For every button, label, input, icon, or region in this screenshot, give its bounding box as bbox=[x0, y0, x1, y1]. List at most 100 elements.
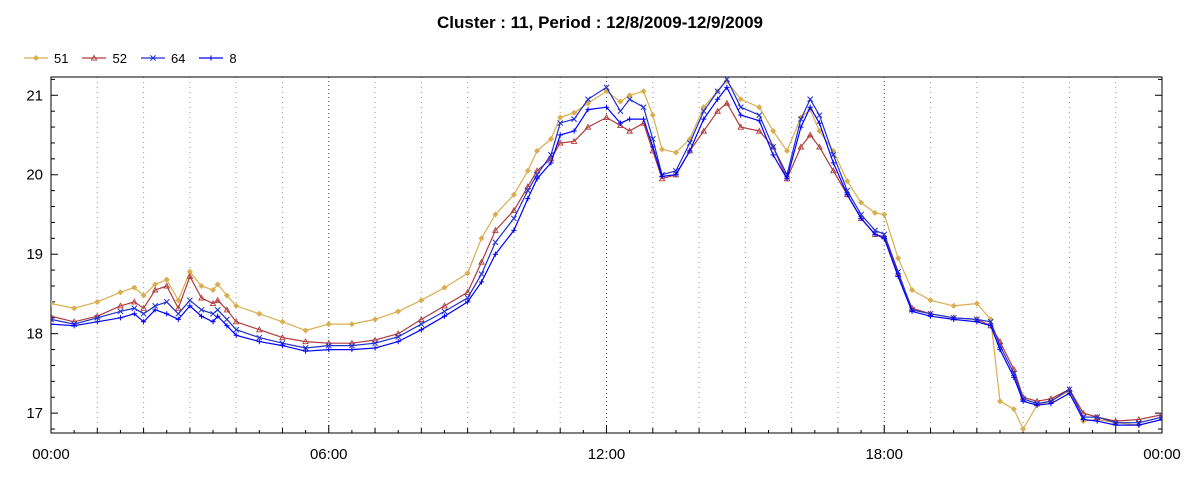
series-64-point bbox=[557, 120, 564, 127]
series-51-point bbox=[348, 321, 355, 328]
series-64-point bbox=[881, 231, 888, 238]
series-51 bbox=[51, 77, 1162, 433]
legend-item-52: 52 bbox=[82, 51, 127, 66]
series-52-point bbox=[533, 167, 541, 174]
series-51-point bbox=[672, 149, 679, 156]
series-64-point bbox=[626, 96, 633, 103]
series-8-point bbox=[617, 120, 623, 126]
series-52-point bbox=[603, 114, 610, 121]
series-52-point bbox=[556, 139, 564, 146]
series-64-point bbox=[640, 104, 647, 111]
series-52-point bbox=[163, 282, 171, 289]
series-8-point bbox=[349, 346, 355, 353]
series-8-point bbox=[1048, 400, 1054, 407]
series-51-point bbox=[927, 297, 934, 304]
series-64-point bbox=[770, 143, 777, 150]
series-51-point bbox=[524, 167, 531, 174]
series-52-point bbox=[151, 286, 159, 293]
series-52-point bbox=[723, 99, 731, 106]
series-51-point bbox=[784, 147, 791, 154]
series-52-point bbox=[524, 183, 532, 190]
series-8-point bbox=[548, 160, 554, 166]
series-51-point bbox=[302, 327, 309, 334]
series-8-point bbox=[131, 311, 137, 317]
series-52-point bbox=[371, 336, 379, 343]
series-51-point bbox=[756, 104, 763, 111]
series-8-point bbox=[395, 339, 401, 345]
series-8-point bbox=[909, 308, 915, 315]
series-52-point bbox=[1135, 415, 1143, 423]
series-52-point bbox=[232, 318, 240, 325]
series-8-point bbox=[1094, 418, 1100, 424]
series-52-point bbox=[223, 306, 231, 313]
series-8-point bbox=[927, 313, 934, 319]
series-51-point bbox=[534, 147, 541, 154]
series-64-line bbox=[51, 78, 1162, 424]
series-51-point bbox=[626, 92, 633, 99]
y-tick-label: 19 bbox=[26, 246, 43, 263]
series-64-point bbox=[198, 306, 205, 313]
series-52-point bbox=[198, 294, 205, 301]
series-8-point bbox=[770, 152, 776, 158]
series-8-point bbox=[1034, 402, 1040, 408]
series-8-point bbox=[687, 148, 693, 154]
series-51-point bbox=[395, 308, 402, 315]
series-8-point bbox=[974, 319, 980, 325]
x-tick-label: 00:00 bbox=[1143, 446, 1181, 463]
series-52-point bbox=[302, 338, 309, 345]
series-8-point bbox=[198, 313, 205, 319]
x-tick-label: 06:00 bbox=[310, 446, 348, 463]
series-64-point bbox=[186, 297, 193, 304]
series-8-point bbox=[650, 144, 656, 150]
series-51-point bbox=[871, 209, 879, 216]
series-51-point bbox=[770, 128, 777, 135]
legend-item-64: 64 bbox=[140, 51, 185, 66]
series-8-point bbox=[224, 323, 230, 329]
series-8-point bbox=[715, 96, 721, 102]
series-64-point bbox=[816, 112, 823, 119]
series-51-point bbox=[858, 199, 865, 206]
series-8-point bbox=[640, 116, 647, 122]
series-64-point bbox=[987, 318, 994, 325]
series-64-point bbox=[1159, 414, 1162, 421]
series-51-point bbox=[816, 128, 823, 135]
plot-frame bbox=[50, 76, 1163, 434]
series-64-point bbox=[1066, 386, 1073, 393]
legend-label: 8 bbox=[229, 50, 237, 66]
series-64-point bbox=[94, 314, 101, 321]
series-52-point bbox=[186, 272, 194, 279]
series-8-point bbox=[673, 172, 679, 178]
series-8-point bbox=[816, 120, 823, 126]
series-64-point bbox=[603, 84, 610, 91]
series-52-point bbox=[570, 137, 578, 144]
series-8-point bbox=[1011, 374, 1017, 380]
x-tick-label: 00:00 bbox=[32, 446, 70, 463]
legend-swatch bbox=[140, 55, 165, 61]
series-64-point bbox=[797, 116, 804, 123]
series-64-point bbox=[686, 140, 693, 146]
series-64-point bbox=[140, 310, 147, 317]
series-64-point bbox=[478, 271, 485, 278]
series-8-point bbox=[1066, 390, 1073, 396]
series-51-point bbox=[209, 286, 217, 293]
series-8-point bbox=[895, 273, 901, 280]
series-64-point bbox=[1094, 414, 1101, 421]
series-64-point bbox=[418, 321, 425, 328]
series-8-point bbox=[478, 279, 485, 285]
series-64-point bbox=[585, 96, 591, 103]
series-52-point bbox=[714, 107, 721, 114]
series-52-point bbox=[737, 123, 745, 130]
series-52-point bbox=[464, 288, 471, 295]
series-8-point bbox=[326, 346, 332, 353]
series-8-point bbox=[603, 104, 610, 110]
series-52-point bbox=[806, 131, 814, 138]
legend-swatch-marker bbox=[91, 54, 98, 61]
series-52-point bbox=[829, 167, 837, 174]
series-8-point bbox=[784, 176, 790, 182]
series-52-point bbox=[492, 226, 499, 233]
series-52-point bbox=[441, 302, 448, 309]
series-64-point bbox=[325, 342, 332, 349]
series-8-line bbox=[51, 86, 1162, 426]
series-52-point bbox=[816, 143, 823, 150]
